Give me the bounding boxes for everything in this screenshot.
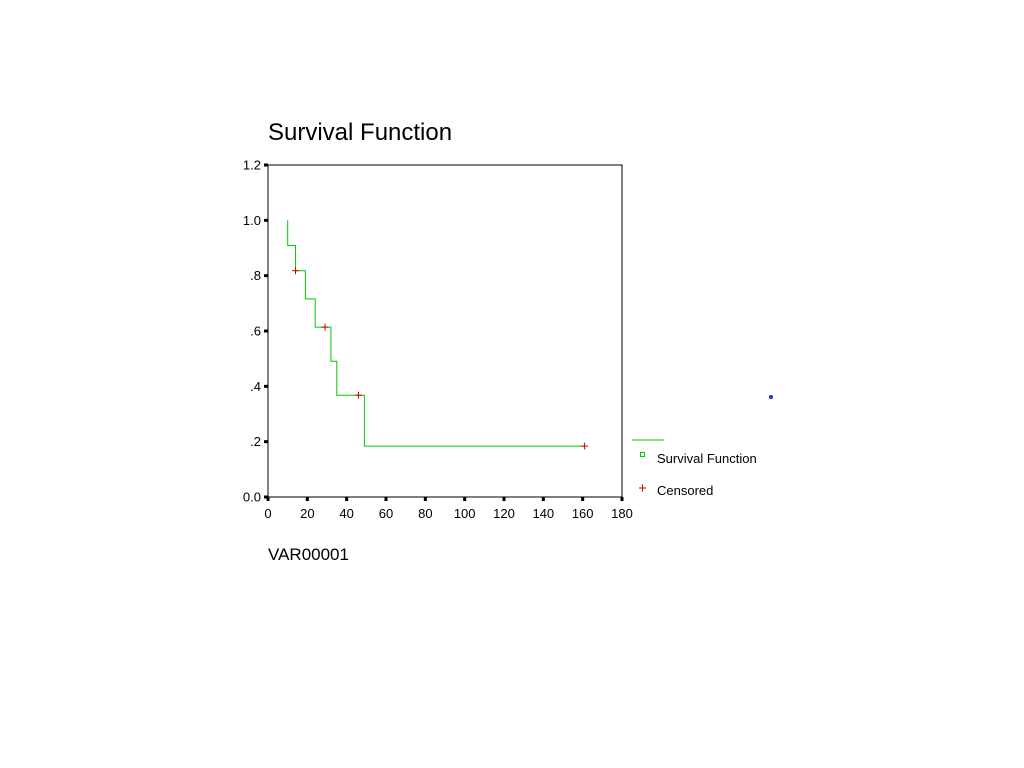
x-tick-mark (266, 497, 270, 501)
survival-step-line (287, 220, 585, 447)
x-tick-label: 0 (264, 506, 271, 521)
x-tick-mark (463, 497, 467, 501)
x-tick-mark (502, 497, 506, 501)
x-tick-mark (345, 497, 349, 501)
plot-frame (267, 164, 623, 498)
x-tick-mark (541, 497, 545, 501)
y-tick-label: 0.0 (243, 490, 261, 505)
y-tick-mark (264, 274, 268, 278)
y-tick-label: .2 (250, 434, 261, 449)
x-tick-label: 180 (611, 506, 633, 521)
x-tick-mark (305, 497, 309, 501)
x-tick-mark (423, 497, 427, 501)
censored-marker (581, 442, 589, 450)
x-tick-mark (620, 497, 624, 501)
x-tick-mark (384, 497, 388, 501)
censored-marker (292, 267, 300, 275)
y-tick-label: .6 (250, 324, 261, 339)
censored-marker (321, 323, 329, 331)
y-axis: 0.0 .2 .4 .6 .8 1.0 1.2 (243, 158, 268, 505)
y-tick-label: .4 (250, 379, 261, 394)
x-tick-label: 20 (300, 506, 314, 521)
y-tick-mark (264, 384, 268, 388)
x-tick-label: 60 (379, 506, 393, 521)
y-tick-label: 1.2 (243, 158, 261, 173)
y-tick-mark (264, 163, 268, 167)
legend-plus-icon (639, 484, 646, 492)
chart-title: Survival Function (268, 119, 452, 146)
x-tick-label: 100 (454, 506, 476, 521)
x-tick-label: 120 (493, 506, 515, 521)
x-axis-title: VAR00001 (268, 545, 349, 564)
x-tick-mark (581, 497, 585, 501)
legend-label-survival-function: Survival Function (657, 451, 757, 466)
x-tick-label: 80 (418, 506, 432, 521)
y-tick-label: .8 (250, 268, 261, 283)
x-tick-label: 40 (339, 506, 353, 521)
y-tick-mark (264, 495, 268, 499)
plot-area (287, 220, 589, 450)
x-tick-label: 140 (532, 506, 554, 521)
legend: Survival Function Censored (632, 439, 757, 498)
y-tick-label: 1.0 (243, 213, 261, 228)
stray-dot-marker (769, 395, 773, 399)
y-tick-mark (264, 218, 268, 222)
censored-marker (354, 391, 362, 399)
y-tick-mark (264, 440, 268, 444)
y-tick-mark (264, 329, 268, 333)
legend-label-censored: Censored (657, 483, 713, 498)
x-tick-label: 160 (572, 506, 594, 521)
legend-square-icon (640, 452, 645, 457)
x-axis: 0 20 40 60 80 100 120 140 160 180 (264, 497, 633, 521)
